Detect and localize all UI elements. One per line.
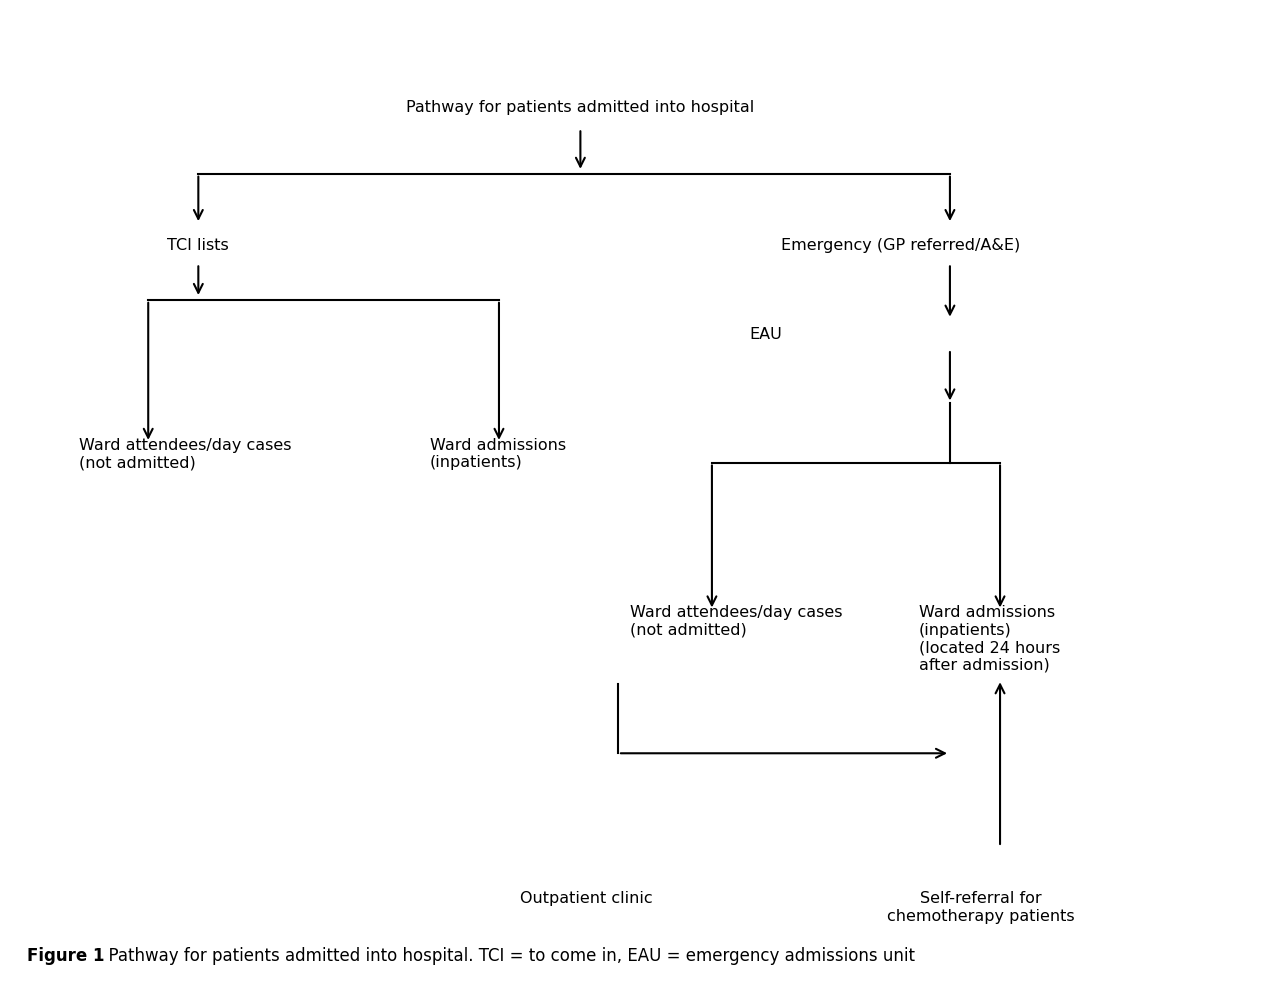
Text: Ward admissions
(inpatients): Ward admissions (inpatients) (430, 438, 566, 470)
Text: Pathway for patients admitted into hospital: Pathway for patients admitted into hospi… (406, 100, 754, 115)
Text: EAU: EAU (749, 327, 782, 342)
Text: Emergency (GP referred/A&E): Emergency (GP referred/A&E) (781, 239, 1020, 253)
Text: Ward admissions
(inpatients)
(located 24 hours
after admission): Ward admissions (inpatients) (located 24… (918, 605, 1059, 673)
Text: Figure 1: Figure 1 (26, 947, 105, 965)
Text: Self-referral for
chemotherapy patients: Self-referral for chemotherapy patients (888, 892, 1076, 923)
Text: Ward attendees/day cases
(not admitted): Ward attendees/day cases (not admitted) (630, 605, 844, 638)
Text: Outpatient clinic: Outpatient clinic (521, 892, 653, 907)
Text: Ward attendees/day cases
(not admitted): Ward attendees/day cases (not admitted) (79, 438, 291, 470)
Text: Pathway for patients admitted into hospital. TCI = to come in, EAU = emergency a: Pathway for patients admitted into hospi… (98, 947, 915, 965)
Text: TCI lists: TCI lists (166, 239, 228, 253)
